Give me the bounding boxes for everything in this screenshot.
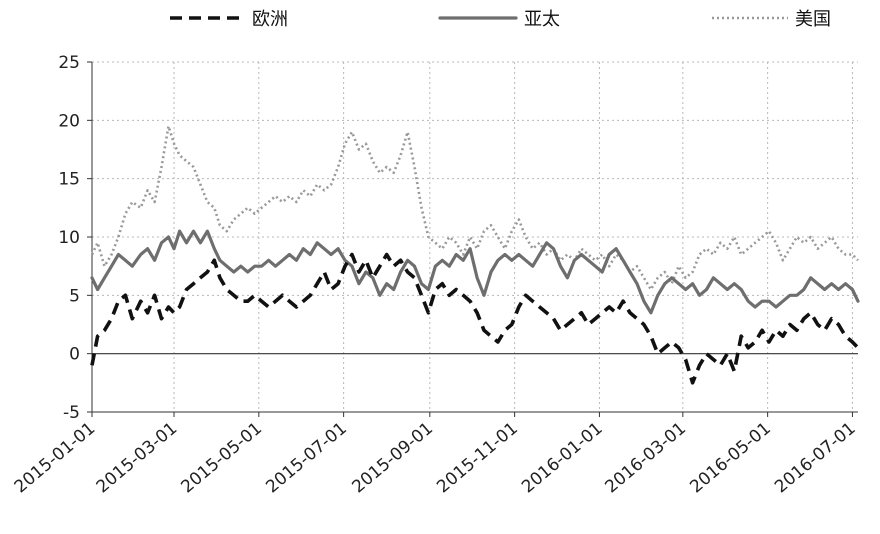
y-tick-label: 25 (58, 53, 80, 73)
series-line (90, 229, 860, 315)
x-tick-label: 2015-01-01 (11, 419, 100, 498)
y-tick-label: 15 (58, 170, 80, 190)
x-tick-label: 2015-09-01 (348, 419, 437, 498)
series-group (90, 124, 860, 385)
x-tick-label: 2016-03-01 (602, 419, 691, 498)
y-tick-label: 20 (58, 111, 80, 131)
x-tick-label: 2015-11-01 (433, 419, 522, 498)
y-tick-label: -5 (63, 403, 80, 423)
y-tick-label: 0 (69, 345, 80, 365)
legend: 欧洲 亚太 美国 (170, 9, 831, 30)
series-line (90, 124, 859, 291)
legend-label: 美国 (795, 9, 831, 30)
x-tick-label: 2016-05-01 (686, 419, 775, 498)
y-tick-label: 10 (58, 228, 80, 248)
series-line (90, 252, 860, 385)
y-tick-label: 5 (69, 286, 80, 306)
x-tick-label: 2015-05-01 (177, 419, 266, 498)
grid (91, 61, 858, 413)
x-tick-label: 2016-07-01 (771, 419, 860, 498)
x-tick-label: 2015-07-01 (262, 419, 351, 498)
legend-label: 欧洲 (252, 9, 288, 30)
legend-label: 亚太 (524, 9, 560, 30)
x-tick-label: 2015-03-01 (93, 419, 182, 498)
axes: -5 0 5 10 15 20 25 2015-01-012015-03-012015-05-… (11, 53, 860, 497)
x-tick-label: 2016-01-01 (518, 419, 607, 498)
